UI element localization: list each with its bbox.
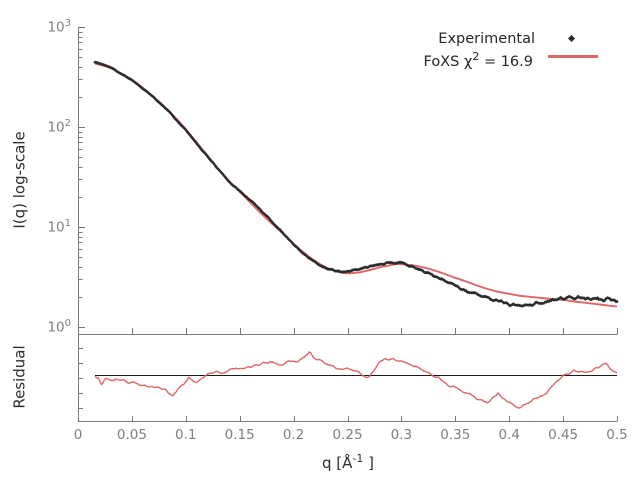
x-tick-label: 0.05 bbox=[116, 427, 147, 443]
x-tick-label: 0.4 bbox=[498, 427, 520, 443]
legend-fit-text: FoXS χ bbox=[423, 53, 473, 70]
legend-fit-exponent: 2 bbox=[472, 50, 480, 63]
x-tick-label: 0.45 bbox=[548, 427, 579, 443]
y-tick-label: 103 bbox=[47, 18, 71, 36]
x-tick-label: 0.1 bbox=[175, 427, 197, 443]
y-tick-exponent: 1 bbox=[64, 218, 71, 229]
main-y-axis-title: I(q) log-scale bbox=[10, 131, 29, 229]
x-axis-title-text: q [Å bbox=[322, 454, 353, 472]
x-axis-title: q [Å-1 ] bbox=[322, 453, 374, 471]
legend-fit-value: = 16.9 bbox=[479, 53, 533, 70]
y-tick-label: 100 bbox=[47, 318, 71, 336]
x-tick-label: 0 bbox=[73, 427, 83, 443]
residual-series-line bbox=[94, 351, 618, 409]
y-tick-exponent: 3 bbox=[64, 18, 71, 29]
x-tick-label: 0.15 bbox=[224, 427, 255, 443]
y-tick-exponent: 2 bbox=[64, 118, 71, 129]
residual-y-axis-title: Residual bbox=[10, 345, 29, 409]
x-tick-label: 0.2 bbox=[282, 427, 305, 443]
y-tick-label: 101 bbox=[47, 218, 71, 236]
x-tick-label: 0.5 bbox=[606, 427, 628, 443]
y-tick-exponent: 0 bbox=[64, 318, 71, 329]
y-tick-label: 102 bbox=[47, 118, 71, 136]
x-axis-title-exponent: -1 bbox=[352, 452, 364, 465]
x-tick-label: 0.25 bbox=[332, 427, 363, 443]
x-tick-label: 0.3 bbox=[390, 427, 413, 443]
legend-fit-label: FoXS χ2 = 16.9 bbox=[424, 48, 533, 71]
experimental-series-points bbox=[93, 60, 619, 308]
legend-fit-line-sample bbox=[548, 55, 598, 58]
x-tick-label: 0.35 bbox=[440, 427, 471, 443]
x-axis-title-suffix: ] bbox=[363, 454, 374, 472]
legend-experimental-label: Experimental bbox=[438, 31, 535, 47]
